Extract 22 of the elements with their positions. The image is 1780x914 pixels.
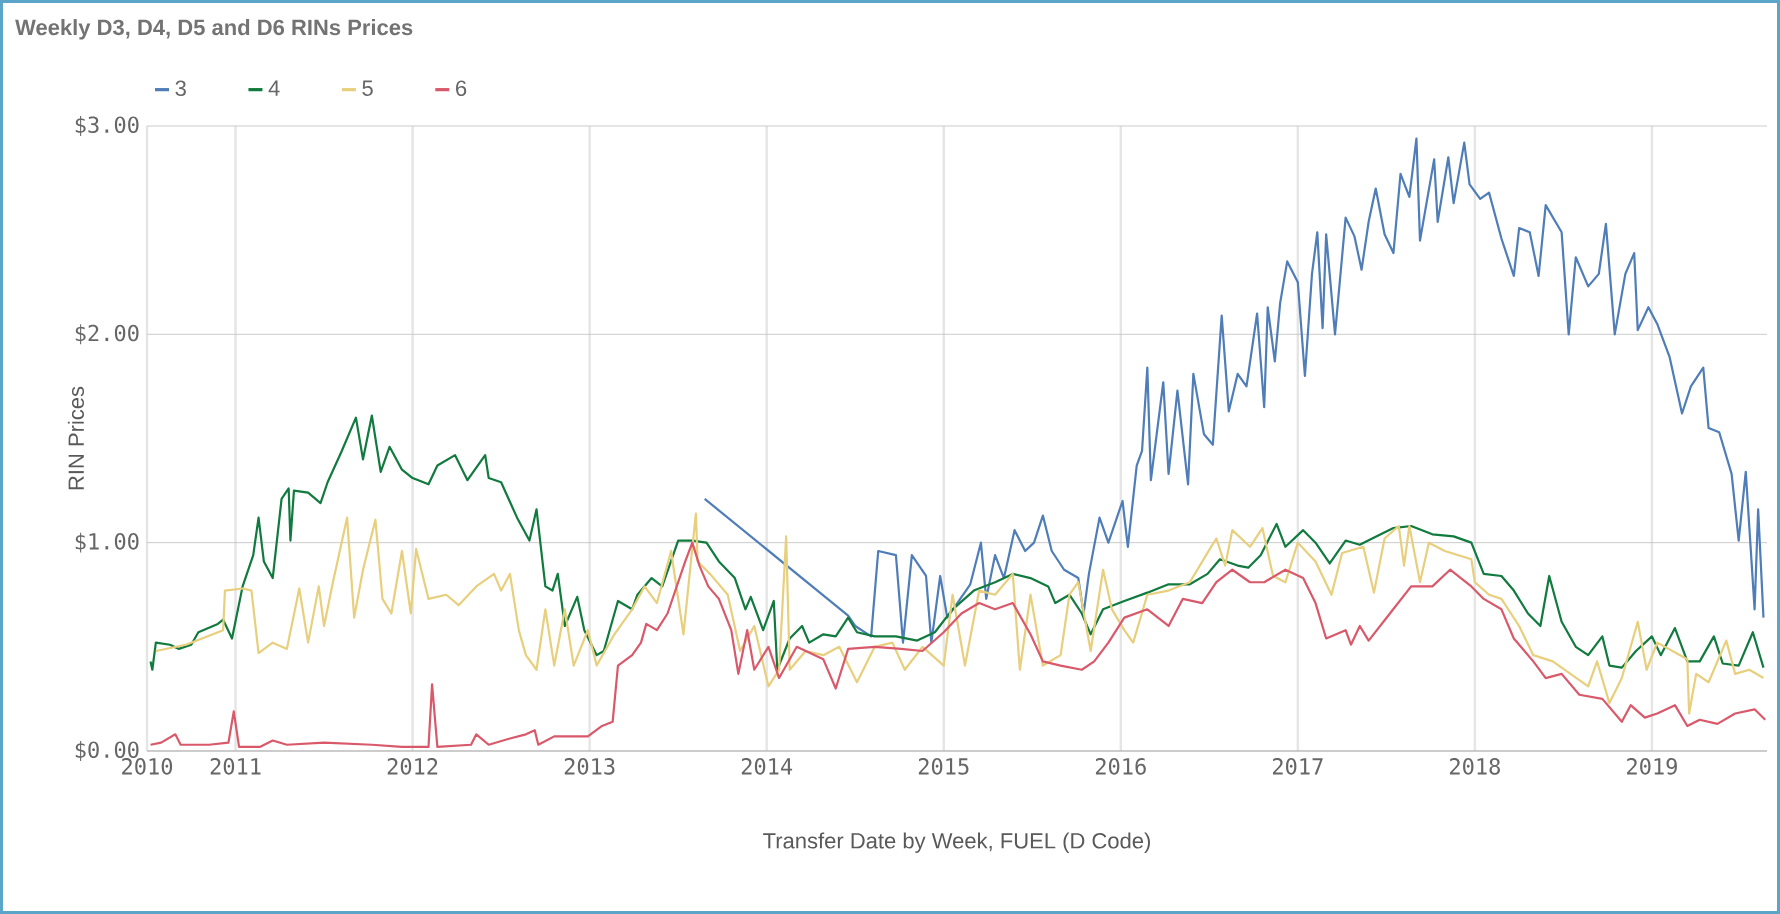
line-series bbox=[149, 414, 1765, 671]
y-tick-label: $3.00 bbox=[75, 116, 139, 136]
x-tick-label: 2018 bbox=[1450, 758, 1500, 775]
x-tick-label: 2014 bbox=[741, 758, 793, 775]
legend-label: 3 bbox=[175, 80, 186, 97]
x-tick-label: 2015 bbox=[918, 758, 969, 775]
x-tick-label: 2019 bbox=[1627, 758, 1677, 775]
line-series bbox=[703, 137, 1765, 644]
x-tick-label: 2016 bbox=[1095, 758, 1146, 775]
chart-title: Weekly D3, D4, D5 and D6 RINs Prices bbox=[15, 19, 413, 40]
x-tick-label: 2013 bbox=[564, 758, 615, 775]
line-series bbox=[149, 541, 1767, 748]
y-tick-label: $2.00 bbox=[75, 324, 139, 345]
legend-label: 5 bbox=[362, 80, 373, 96]
x-tick-label: 2012 bbox=[387, 758, 438, 775]
y-tick-label: $1.00 bbox=[75, 532, 139, 553]
legend-label: 4 bbox=[268, 80, 280, 96]
y-axis-title: RIN Prices bbox=[67, 386, 84, 490]
x-axis-title: Transfer Date by Week, FUEL (D Code) bbox=[763, 832, 1150, 853]
x-tick-label: 2017 bbox=[1272, 758, 1323, 775]
x-tick-label: 2011 bbox=[210, 758, 261, 775]
legend-label: 6 bbox=[456, 80, 467, 97]
